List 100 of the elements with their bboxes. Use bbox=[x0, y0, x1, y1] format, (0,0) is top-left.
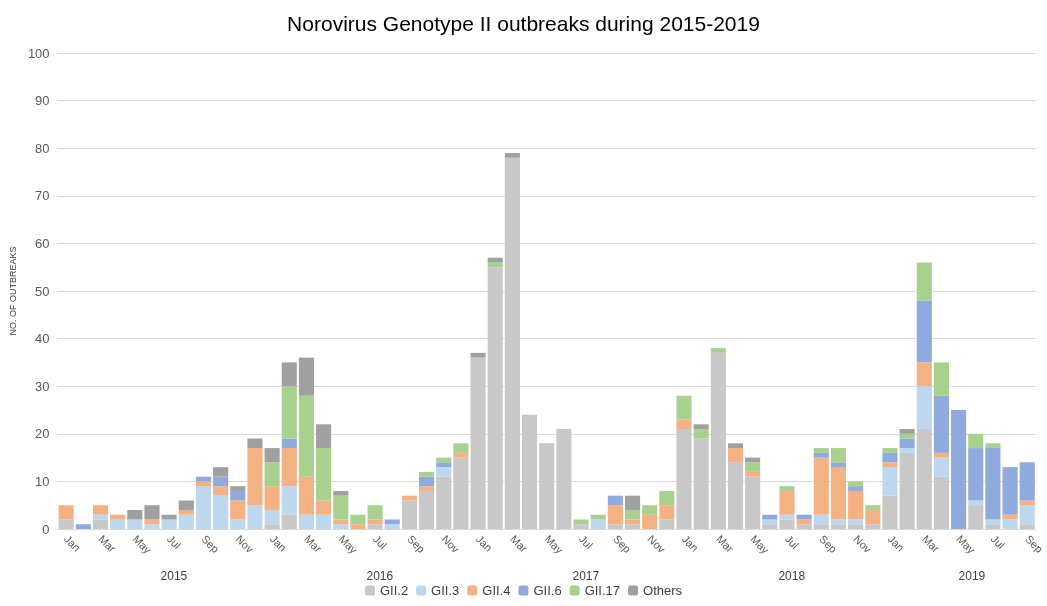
bar bbox=[281, 486, 297, 515]
bar bbox=[144, 519, 160, 525]
bar bbox=[710, 348, 726, 353]
bar bbox=[985, 519, 1001, 525]
bar bbox=[848, 486, 864, 491]
bar bbox=[779, 486, 795, 491]
bar bbox=[830, 519, 847, 525]
text: 2018 bbox=[778, 569, 806, 583]
bar bbox=[316, 514, 332, 529]
bar bbox=[333, 495, 349, 520]
y-tick-label: 100 bbox=[27, 45, 50, 61]
bar bbox=[58, 519, 74, 529]
bar bbox=[968, 448, 984, 501]
bar bbox=[916, 300, 932, 363]
bar bbox=[573, 524, 589, 529]
bar bbox=[298, 514, 314, 529]
bar bbox=[933, 362, 949, 396]
bar bbox=[745, 476, 761, 529]
bar bbox=[642, 514, 658, 529]
bar bbox=[796, 519, 812, 525]
bar bbox=[453, 443, 469, 453]
bar bbox=[693, 438, 709, 529]
bar bbox=[933, 457, 949, 477]
bar bbox=[607, 495, 623, 506]
bar bbox=[298, 476, 314, 515]
bar bbox=[264, 509, 280, 525]
bar bbox=[916, 429, 932, 529]
bar bbox=[401, 500, 417, 529]
x-tick-label: Mar bbox=[508, 532, 531, 555]
bar bbox=[762, 524, 778, 529]
bar bbox=[659, 490, 675, 506]
bar bbox=[1019, 505, 1035, 525]
bar bbox=[264, 448, 280, 463]
bar bbox=[813, 524, 829, 529]
bar bbox=[230, 486, 246, 491]
bar bbox=[367, 505, 383, 520]
bar bbox=[539, 443, 555, 529]
bar bbox=[384, 524, 400, 529]
bar bbox=[436, 467, 452, 477]
bar bbox=[916, 362, 932, 387]
bar bbox=[247, 505, 263, 529]
bar bbox=[195, 486, 212, 529]
bar bbox=[624, 495, 641, 510]
bar bbox=[127, 509, 143, 520]
bar bbox=[848, 524, 864, 529]
bar bbox=[453, 452, 469, 458]
x-tick-label: Nov bbox=[645, 532, 669, 556]
bar bbox=[813, 448, 829, 453]
bar bbox=[659, 519, 675, 529]
bar bbox=[127, 519, 143, 529]
bar bbox=[848, 490, 864, 520]
bar bbox=[316, 448, 332, 501]
bar bbox=[830, 467, 847, 520]
bar bbox=[504, 157, 520, 529]
bar bbox=[968, 500, 984, 506]
bar bbox=[195, 481, 212, 487]
bar bbox=[110, 519, 126, 529]
legend-label: GII.4 bbox=[482, 583, 511, 598]
bar bbox=[161, 519, 177, 529]
bar bbox=[813, 514, 829, 525]
bar bbox=[92, 519, 109, 529]
bar bbox=[281, 514, 297, 529]
bar bbox=[213, 495, 229, 529]
bar bbox=[178, 514, 194, 529]
legend-label: Others bbox=[643, 583, 683, 598]
y-tick-label: 0 bbox=[42, 521, 50, 537]
bar bbox=[693, 429, 709, 439]
bar bbox=[796, 524, 812, 529]
bar bbox=[333, 524, 349, 529]
bar bbox=[144, 505, 160, 520]
x-tick-label: Nov bbox=[851, 532, 875, 556]
bar bbox=[899, 448, 915, 453]
bar bbox=[590, 519, 606, 529]
x-tick-label: Jul bbox=[164, 532, 184, 552]
bar bbox=[213, 476, 229, 487]
x-tick-label: Mar bbox=[714, 532, 737, 555]
bar bbox=[230, 500, 246, 520]
bar bbox=[247, 448, 263, 506]
bar bbox=[58, 505, 74, 520]
bar bbox=[144, 524, 160, 529]
bar bbox=[487, 262, 503, 268]
bar bbox=[281, 438, 297, 449]
x-tick-label: Nov bbox=[439, 532, 463, 556]
bar bbox=[436, 476, 452, 529]
bar bbox=[264, 462, 280, 487]
bar bbox=[710, 352, 726, 529]
bar bbox=[92, 505, 109, 515]
legend-label: GII.3 bbox=[431, 583, 460, 598]
bar bbox=[521, 414, 538, 529]
bar bbox=[693, 424, 709, 430]
bar bbox=[727, 462, 744, 529]
x-tick-label: Sep bbox=[817, 532, 840, 556]
x-tick-label: Jul bbox=[370, 532, 390, 552]
bar bbox=[333, 490, 349, 496]
bar bbox=[230, 519, 246, 529]
bar bbox=[985, 448, 1001, 520]
bar bbox=[813, 452, 829, 458]
bar bbox=[899, 438, 915, 449]
bar bbox=[419, 476, 435, 487]
y-tick-label: 30 bbox=[35, 378, 50, 394]
